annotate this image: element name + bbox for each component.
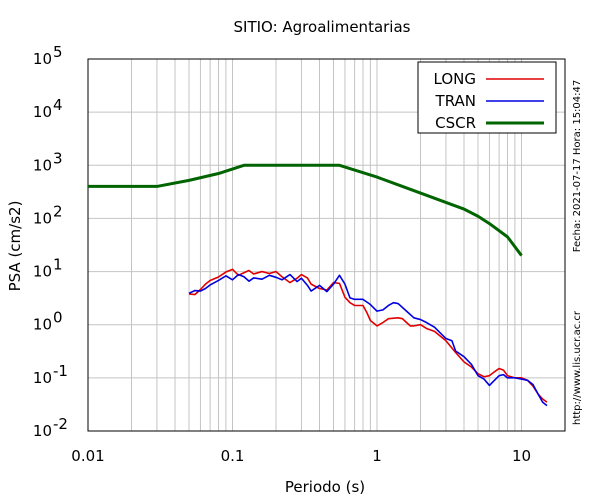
y-tick-label: 10	[33, 103, 52, 121]
y-tick-exponent: 2	[53, 202, 63, 220]
series-line-long	[188, 268, 548, 403]
x-axis-title: Periodo (s)	[285, 478, 365, 496]
y-tick-label: 10	[33, 369, 52, 387]
y-tick-exponent: 3	[53, 149, 63, 167]
x-tick-label: 1	[372, 447, 382, 465]
legend-box	[417, 61, 557, 134]
series-line-tran	[188, 273, 548, 407]
grid	[88, 59, 565, 431]
y-tick-exponent: 0	[53, 309, 63, 327]
y-tick-exponent: 5	[53, 43, 63, 61]
y-tick-exponent: 1	[53, 256, 63, 274]
legend-label-tran: TRAN	[435, 92, 476, 110]
x-tick-label: 0.1	[221, 447, 245, 465]
y-tick-label: 10	[33, 422, 52, 440]
y-tick-label: 10	[33, 316, 52, 334]
y-axis-title: PSA (cm/s2)	[6, 201, 24, 292]
y-tick-exponent: -1	[53, 362, 68, 380]
y-tick-label: 10	[33, 263, 52, 281]
legend: LONG TRAN CSCR	[417, 61, 557, 134]
series-line-cscr	[88, 163, 523, 257]
y-tick-exponent: -2	[53, 415, 68, 433]
y-tick-exponent: 4	[53, 96, 63, 114]
series-layer	[88, 163, 548, 407]
legend-label-long: LONG	[434, 70, 476, 88]
source-url: http://www.lis.ucr.ac.cr	[572, 310, 583, 425]
y-tick-label: 10	[33, 209, 52, 227]
x-tick-label: 10	[512, 447, 531, 465]
date-time-stamp: Fecha: 2021-07-17 Hora: 15:04:47	[572, 80, 583, 253]
plot-frame	[87, 58, 566, 432]
x-tick-label: 0.01	[71, 447, 104, 465]
y-tick-label: 10	[33, 156, 52, 174]
y-tick-label: 10	[33, 50, 52, 68]
legend-label-cscr: CSCR	[435, 114, 476, 132]
chart-title: SITIO: Agroalimentarias	[234, 18, 411, 36]
